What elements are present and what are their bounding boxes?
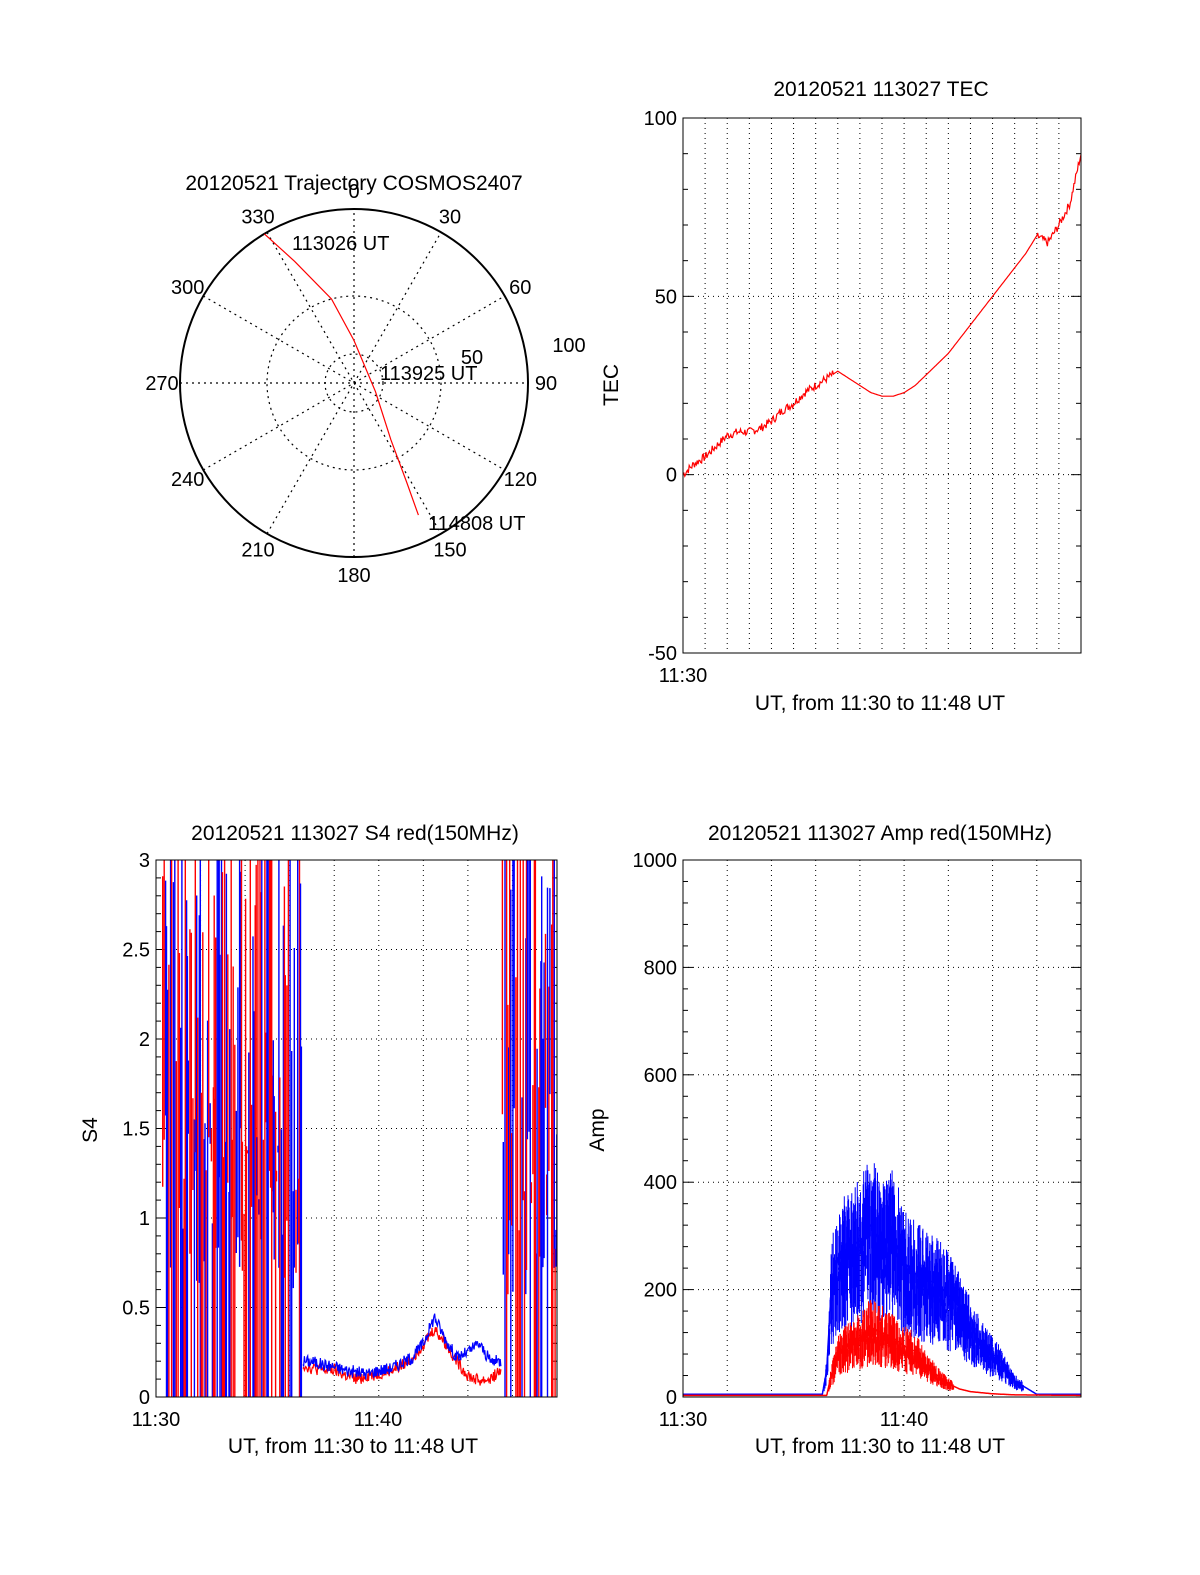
amp-panel: 20120521 113027 Amp red(150MHz) 0 200 400 6…: [586, 822, 1082, 1458]
s4-x-tick-label-mid: 11:40: [354, 1409, 403, 1431]
polar-angle-label-120: 120: [504, 469, 537, 491]
amp-grid: [683, 859, 1081, 1398]
s4-y-tick-label-3: 3: [139, 850, 150, 872]
s4-y-tick-label-2.5: 2.5: [122, 940, 150, 962]
polar-grid: [180, 209, 528, 557]
amp-y-tick-label-600: 600: [644, 1065, 677, 1087]
s4-xlabel: UT, from 11:30 to 11:48 UT: [228, 1435, 478, 1458]
amp-y-tick-label-800: 800: [644, 957, 677, 979]
s4-y-tick-labels: 0 0.5 1 1.5 2 2.5 3: [122, 850, 150, 1409]
amp-y-tick-labels: 0 200 400 600 800 1000: [633, 850, 678, 1409]
amp-y-tick-label-200: 200: [644, 1280, 677, 1302]
s4-panel: 20120521 113027 S4 red(150MHz) 0 0.5 1 1.5 2…: [79, 822, 558, 1458]
tec-xlabel: UT, from 11:30 to 11:48 UT: [755, 692, 1005, 715]
amp-plot-frame: [682, 859, 1082, 1398]
amp-y-tick-label-1000: 1000: [633, 850, 678, 872]
polar-angle-label-180: 180: [337, 565, 370, 587]
amp-blue-series-line: [683, 1224, 1081, 1396]
s4-y-tick-label-0.5: 0.5: [122, 1298, 150, 1320]
tec-x-tick-label-start: 11:30: [659, 665, 708, 687]
amp-title: 20120521 113027 Amp red(150MHz): [708, 822, 1052, 845]
tec-y-tick-label--50: -50: [648, 643, 677, 665]
s4-y-tick-label-0: 0: [139, 1387, 150, 1409]
tec-title: 20120521 113027 TEC: [773, 78, 988, 101]
polar-trajectory-panel: 20120521 Trajectory COSMOS2407 0 30 60 90 12…: [145, 172, 585, 587]
polar-angle-labels: 0 30 60 90 120 150 180 210 240 270 300 330: [145, 181, 557, 587]
s4-title: 20120521 113027 S4 red(150MHz): [191, 822, 519, 845]
tec-y-tick-label-100: 100: [644, 108, 677, 130]
polar-title: 20120521 Trajectory COSMOS2407: [185, 172, 522, 195]
amp-y-tick-label-400: 400: [644, 1172, 677, 1194]
polar-angle-label-30: 30: [439, 207, 461, 229]
s4-red-series-line: [302, 1327, 502, 1386]
polar-angle-label-210: 210: [241, 539, 274, 561]
s4-blue-series-line: [302, 1313, 502, 1380]
polar-radius-label-50: 50: [461, 347, 483, 369]
polar-angle-label-60: 60: [509, 277, 531, 299]
s4-y-tick-label-2: 2: [139, 1029, 150, 1051]
polar-angle-label-0: 0: [348, 181, 359, 203]
amp-red-series-line: [683, 1326, 1081, 1397]
polar-angle-label-240: 240: [171, 469, 204, 491]
tec-y-tick-label-0: 0: [666, 465, 677, 487]
amp-ylabel: Amp: [586, 1108, 609, 1151]
polar-angle-label-270: 270: [145, 373, 178, 395]
s4-y-tick-label-1.5: 1.5: [122, 1119, 150, 1141]
tec-panel: 20120521 113027 TEC -50 0 50 100 11:30 UT, …: [600, 78, 1082, 715]
polar-ring-mid: [266, 295, 442, 471]
s4-plot-frame: [155, 859, 558, 1398]
tec-series-line: [682, 154, 1082, 478]
polar-angle-label-150: 150: [433, 539, 466, 561]
amp-y-tick-label-0: 0: [666, 1387, 677, 1409]
tec-y-tick-labels: -50 0 50 100: [644, 108, 677, 665]
trajectory-mid-annotation: 113925 UT: [380, 363, 477, 385]
polar-radius-label-100: 100: [552, 335, 585, 357]
tec-y-tick-label-50: 50: [655, 286, 677, 308]
polar-angle-label-330: 330: [241, 207, 274, 229]
polar-outer-ring: [179, 208, 529, 558]
s4-noise-region: [161, 860, 558, 1397]
amp-x-tick-label-mid: 11:40: [880, 1409, 929, 1431]
amp-x-tick-label-start: 11:30: [659, 1409, 708, 1431]
tec-plot-frame: [682, 117, 1082, 654]
amp-xlabel: UT, from 11:30 to 11:48 UT: [755, 1435, 1005, 1458]
polar-spoke-150: [266, 232, 442, 534]
s4-y-tick-label-1: 1: [139, 1208, 150, 1230]
polar-angle-label-90: 90: [535, 373, 557, 395]
trajectory-end-annotation: 114808 UT: [428, 513, 525, 535]
s4-ylabel: S4: [79, 1117, 102, 1143]
tec-grid: [683, 117, 1081, 654]
trajectory-start-annotation: 113026 UT: [292, 233, 389, 255]
polar-angle-label-300: 300: [171, 277, 204, 299]
tec-ylabel: TEC: [600, 364, 623, 406]
trajectory-line: [263, 233, 419, 516]
s4-x-tick-label-start: 11:30: [132, 1409, 181, 1431]
